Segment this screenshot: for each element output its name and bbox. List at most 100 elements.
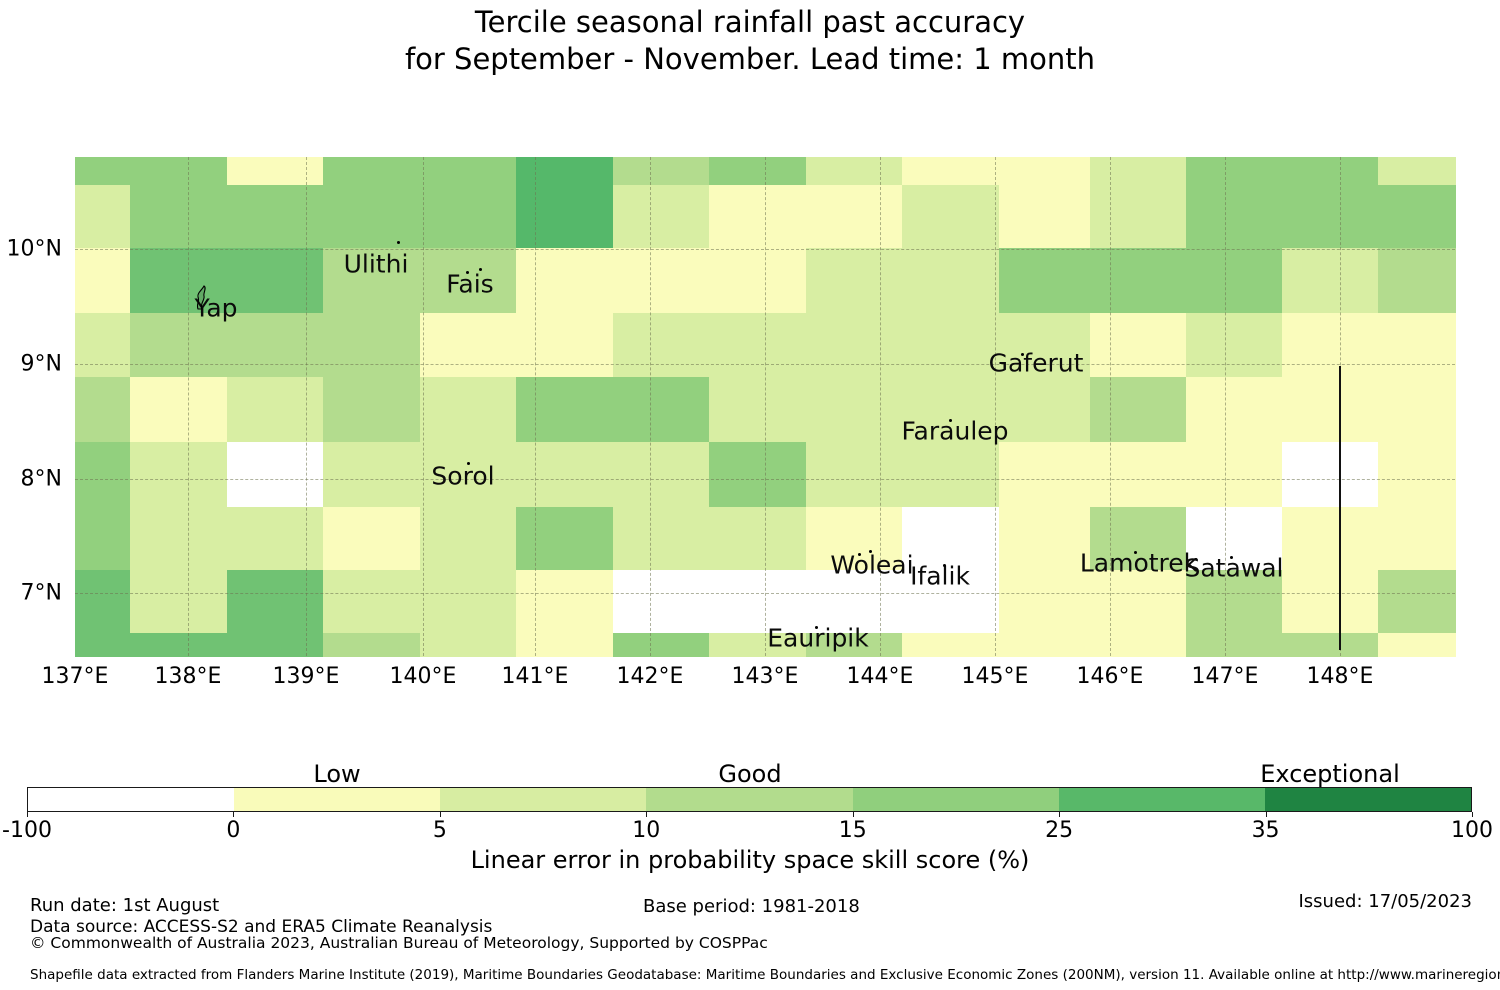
chart-title-line2: for September - November. Lead time: 1 m… [404,42,1096,76]
island-label-satawal: Satawal [1184,553,1284,583]
heatmap-cell [130,507,228,571]
island-label-lamotrek: Lamotrek [1079,548,1199,578]
heatmap-cell [1282,507,1379,571]
longitude-tick-label: 137°E [41,664,109,689]
heatmap-cell [323,633,421,657]
longitude-gridline [1225,157,1226,656]
heatmap-cell [75,185,131,249]
colorbar-tick-label: 5 [432,818,447,843]
colorbar-tick-label: 25 [1045,818,1074,843]
heatmap-cell [709,157,807,186]
heatmap-cell [75,507,131,571]
heatmap-cell [1282,442,1379,508]
longitude-tick-label: 141°E [501,664,569,689]
heatmap-cell [1090,507,1187,571]
colorbar [27,787,1472,812]
heatmap-cell [1282,185,1379,249]
heatmap-cell [516,157,614,186]
heatmap-cell [1282,157,1379,186]
heatmap-cell [613,633,710,657]
heatmap-cell [902,570,1000,634]
base-period-text: Base period: 1981-2018 [643,896,860,917]
heatmap-cell [130,313,228,378]
heatmap-cell [516,313,614,378]
heatmap-cell [613,570,710,634]
heatmap-cell [1090,442,1187,508]
heatmap-cell [999,507,1091,571]
longitude-tick-label: 138°E [154,664,222,689]
heatmap-cell [1378,313,1456,378]
island-label-ifalik: Ifalik [910,561,970,591]
heatmap-cell [1378,185,1456,249]
heatmap-cell [227,313,324,378]
heatmap-cell [1090,570,1187,634]
shapefile-credit-text: Shapefile data extracted from Flanders M… [30,967,1500,983]
latitude-tick-label: 7°N [20,580,62,606]
heatmap-cell [806,377,903,443]
heatmap-cell [420,185,517,249]
longitude-tick-label: 139°E [272,664,340,689]
colorbar-tick-label: 0 [226,818,241,843]
heatmap-cell [709,570,807,634]
heatmap-cell [227,570,324,634]
heatmap-cell [1186,248,1283,314]
heatmap-cell [323,442,421,508]
longitude-tick-label: 144°E [846,664,914,689]
heatmap-cell [709,442,807,508]
colorbar-tick-label: 15 [838,818,867,843]
heatmap-cell [75,442,131,508]
heatmap-cell [1186,570,1283,634]
heatmap-cell [806,313,903,378]
heatmap-cell [420,442,517,508]
colorbar-tick-label: 35 [1251,818,1280,843]
island-dot [397,241,400,244]
heatmap-cell [130,157,228,186]
heatmap-cell [516,633,614,657]
colorbar-tick [233,812,235,817]
island-dot [943,564,946,567]
heatmap-cell [999,377,1091,443]
heatmap-cell [613,507,710,571]
heatmap-cell [709,248,807,314]
heatmap-cell [227,185,324,249]
colorbar-category-label-exceptional: Exceptional [1260,760,1400,788]
colorbar-segment [1058,788,1265,811]
longitude-tick-label: 142°E [616,664,684,689]
heatmap-cell [999,442,1091,508]
heatmap-cell [1282,570,1379,634]
colorbar-category-label-good: Good [718,760,782,788]
island-label-fais: Fais [446,269,494,299]
colorbar-segment [1264,788,1471,811]
island-dot [1021,353,1024,356]
heatmap-cell [420,633,517,657]
heatmap-cell [323,570,421,634]
heatmap-cell [130,633,228,657]
heatmap-cell [130,442,228,508]
heatmap-cell [1090,377,1187,443]
heatmap-cell [1186,185,1283,249]
heatmap-cell [75,157,131,186]
island-dot [1230,556,1233,559]
heatmap-cell [902,313,1000,378]
heatmap-cell [75,570,131,634]
latitude-gridline [75,479,1455,480]
issued-date-text: Issued: 17/05/2023 [1298,891,1472,912]
colorbar-segment [440,788,647,811]
heatmap-cell [516,248,614,314]
heatmap-cell [709,185,807,249]
yap-island-outline [196,285,206,310]
colorbar-segment [646,788,853,811]
longitude-tick-label: 140°E [389,664,457,689]
heatmap-cell [902,248,1000,314]
heatmap-cell [902,185,1000,249]
heatmap-cell [323,507,421,571]
heatmap-cell [1378,248,1456,314]
heatmap-cell [806,157,903,186]
heatmap-cell [1090,248,1187,314]
heatmap-cell [1186,507,1283,571]
longitude-gridline [880,157,881,656]
heatmap-cell [902,377,1000,443]
island-label-woleai: Woleai [830,550,914,580]
heatmap-cell [1378,570,1456,634]
heatmap-cell [1378,442,1456,508]
